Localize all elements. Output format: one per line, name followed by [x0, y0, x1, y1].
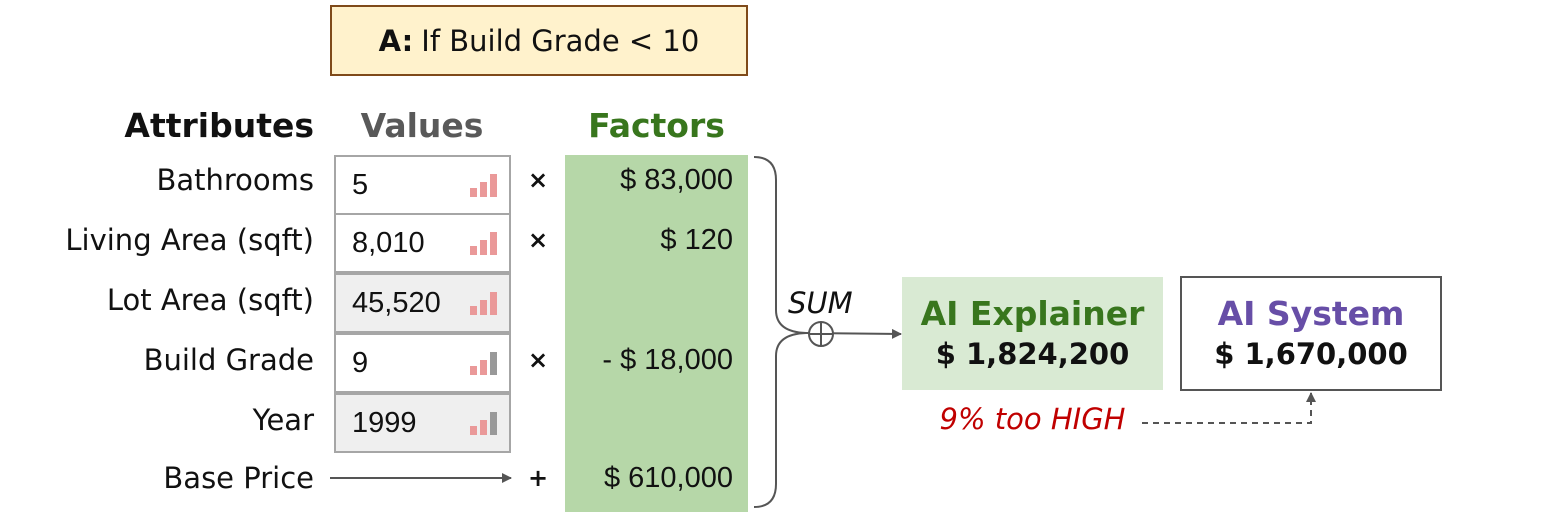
ai-explainer-title: AI Explainer	[920, 293, 1145, 333]
attribute-label: Year	[252, 403, 314, 437]
value-text: 1999	[352, 406, 417, 439]
condition-text: If Build Grade < 10	[421, 23, 700, 58]
condition-prefix: A:	[378, 23, 414, 58]
ai-system-box: AI System $ 1,670,000	[1180, 276, 1442, 391]
base-operator: +	[527, 464, 549, 492]
value-cell: 8,010	[334, 213, 511, 273]
value-text: 9	[352, 346, 369, 379]
ai-explainer-value: $ 1,824,200	[935, 336, 1130, 371]
attribute-label: Bathrooms	[156, 163, 314, 197]
sum-circle-plus-icon	[808, 321, 834, 347]
ai-system-value: $ 1,670,000	[1214, 336, 1408, 371]
base-price-factor: $ 610,000	[603, 462, 733, 494]
importance-bars-icon	[470, 173, 497, 197]
sum-brace	[753, 156, 807, 508]
attributes-header: Attributes	[124, 106, 314, 145]
value-text: 5	[352, 168, 369, 201]
factors-column	[565, 155, 748, 512]
value-cell: 45,520	[334, 273, 511, 333]
sum-label: SUM	[788, 286, 853, 320]
values-header: Values	[360, 106, 484, 145]
value-cell: 9	[334, 333, 511, 393]
importance-bars-icon	[470, 351, 497, 375]
factor-value: - $ 18,000	[602, 344, 733, 376]
importance-bars-icon	[470, 231, 497, 255]
attribute-label: Living Area (sqft)	[65, 223, 314, 257]
factor-value: $ 83,000	[620, 164, 733, 196]
ai-system-title: AI System	[1217, 293, 1405, 333]
value-cell: 5	[334, 155, 511, 215]
importance-bars-icon	[470, 291, 497, 315]
multiply-operator: ×	[527, 346, 549, 374]
error-note: 9% too HIGH	[939, 402, 1126, 436]
base-price-label: Base Price	[163, 461, 314, 495]
multiply-operator: ×	[527, 226, 549, 254]
value-text: 45,520	[352, 286, 441, 319]
value-cell: 1999	[334, 393, 511, 453]
factor-value: $ 120	[660, 224, 733, 256]
value-text: 8,010	[352, 226, 425, 259]
attribute-label: Lot Area (sqft)	[106, 283, 314, 317]
importance-bars-icon	[470, 411, 497, 435]
multiply-operator: ×	[527, 166, 549, 194]
ai-explainer-box: AI Explainer $ 1,824,200	[902, 277, 1163, 390]
attribute-label: Build Grade	[143, 343, 314, 377]
error-dashed-arrow	[1142, 392, 1316, 424]
factors-header: Factors	[588, 106, 725, 145]
condition-box: A: If Build Grade < 10	[330, 5, 748, 76]
